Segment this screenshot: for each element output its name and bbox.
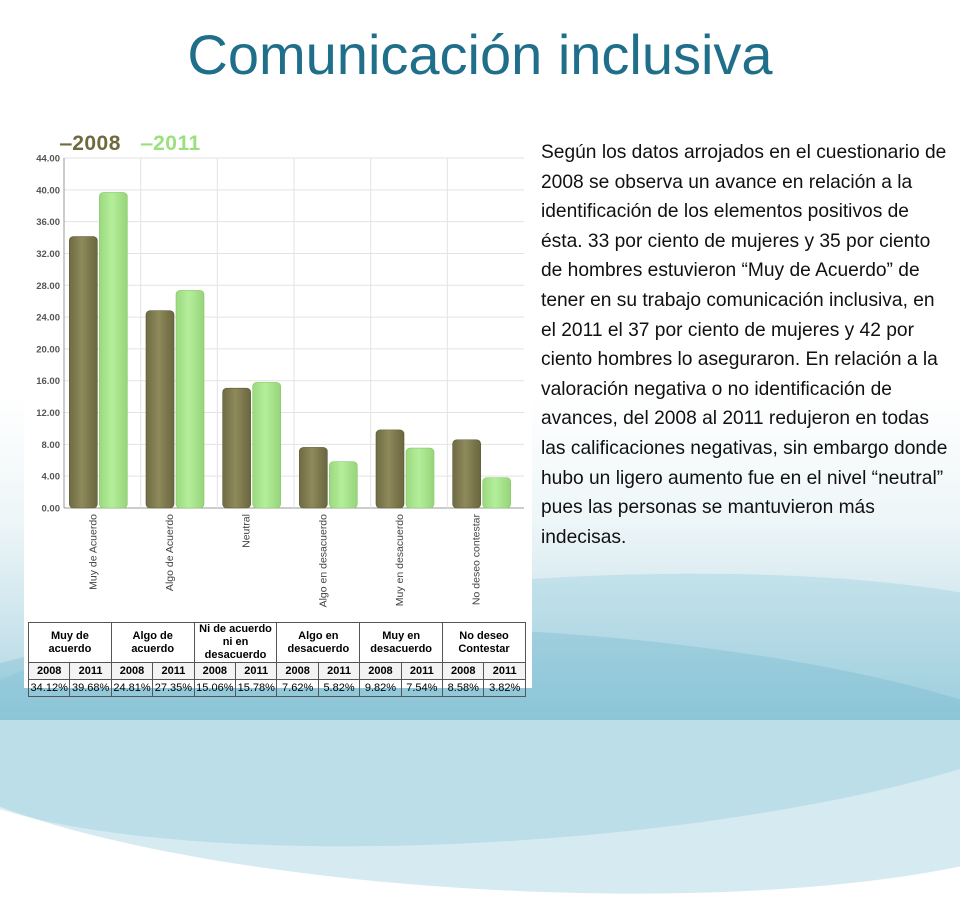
y-tick-label: 24.00 <box>36 313 60 324</box>
bar-2008 <box>375 429 405 509</box>
table-header-cell: Muy en desacuerdo <box>359 622 444 663</box>
table-value-cell: 27.35% <box>152 679 195 697</box>
legend-item-2008: ‒2008 <box>60 132 121 155</box>
y-tick-label: 40.00 <box>36 185 60 196</box>
y-tick-label: 8.00 <box>42 440 61 451</box>
body-paragraph: Según los datos arrojados en el cuestion… <box>541 142 948 548</box>
chart-panel: 0.00 4.00 8.00 12.00 16.00 20.00 24.00 28.00 32.… <box>24 126 532 697</box>
bar-2008 <box>299 447 328 509</box>
table-header-cell: Muy de acuerdo <box>28 622 112 663</box>
table-value-cell: 24.81% <box>110 679 154 697</box>
slide-title: Comunicación inclusiva <box>187 23 773 86</box>
table-year-cell: 2011 <box>152 662 195 680</box>
bar-2008 <box>69 236 98 509</box>
table-year-cell: 2011 <box>69 662 112 680</box>
bar-chart: 0.00 4.00 8.00 12.00 16.00 20.00 24.00 28.00 32.… <box>36 154 524 608</box>
y-tick-label: 28.00 <box>36 281 60 292</box>
table-value-cell: 7.62% <box>276 679 319 697</box>
y-tick-label: 12.00 <box>36 408 60 419</box>
y-tick-label: 44.00 <box>36 154 60 165</box>
chart-legend: ‒2008 ‒2011 <box>60 132 221 156</box>
table-year-cell: 2008 <box>359 662 402 680</box>
x-tick-label: Muy de Acuerdo <box>87 514 99 590</box>
table-value-cell: 39.68% <box>69 679 112 697</box>
table-year-cell: 2011 <box>483 662 526 680</box>
legend-item-2011: ‒2011 <box>140 132 201 155</box>
table-year-cell: 2008 <box>193 662 237 680</box>
table-value-cell: 7.54% <box>400 679 444 697</box>
bar-2011 <box>482 477 511 509</box>
bar-2011 <box>175 290 205 509</box>
x-tick-label: Neutral <box>241 514 253 548</box>
table-header-cell: No deseo Contestar <box>442 622 526 663</box>
table-value-cell: 34.12% <box>27 679 71 697</box>
bar-2011 <box>99 192 128 509</box>
table-header-cell: Algo en desacuerdo <box>276 622 361 663</box>
table-value-cell: 5.82% <box>317 679 361 697</box>
x-tick-label: No deseo contestar <box>471 514 483 606</box>
bar-2008 <box>452 439 481 509</box>
x-tick-label: Muy en desacuerdo <box>394 514 406 606</box>
table-year-cell: 2008 <box>110 662 154 680</box>
y-tick-label: 20.00 <box>36 344 60 355</box>
y-tick-label: 36.00 <box>36 217 60 228</box>
y-tick-label: 0.00 <box>42 504 61 515</box>
table-year-cell: 2008 <box>27 662 71 680</box>
table-value-cell: 3.82% <box>483 679 526 697</box>
table-year-cell: 2011 <box>400 662 444 680</box>
bar-2008 <box>222 387 251 509</box>
legend-label-2008: 2008 <box>72 132 121 155</box>
bar-2008 <box>145 310 175 509</box>
y-tick-label: 4.00 <box>42 472 61 483</box>
data-table: Muy de acuerdo Algo de acuerdo Ni de acu… <box>27 622 526 697</box>
table-value-cell: 9.82% <box>359 679 402 697</box>
table-header-cell: Ni de acuerdo ni en desacuerdo <box>193 622 278 663</box>
bar-2011 <box>252 382 281 509</box>
table-year-cell: 2008 <box>276 662 319 680</box>
y-tick-label: 16.00 <box>36 376 60 387</box>
table-value-cell: 8.58% <box>442 679 485 697</box>
x-tick-label: Algo en desacuerdo <box>317 514 329 608</box>
bar-2011 <box>329 461 358 509</box>
table-year-cell: 2011 <box>317 662 361 680</box>
table-year-cell: 2008 <box>442 662 485 680</box>
y-tick-label: 32.00 <box>36 249 60 260</box>
table-value-cell: 15.06% <box>193 679 237 697</box>
bar-2011 <box>405 447 435 509</box>
legend-label-2011: 2011 <box>153 132 201 155</box>
table-header-cell: Algo de acuerdo <box>110 622 195 663</box>
x-tick-label: Algo de Acuerdo <box>164 514 176 591</box>
table-value-cell: 15.78% <box>235 679 278 697</box>
table-year-cell: 2011 <box>235 662 278 680</box>
